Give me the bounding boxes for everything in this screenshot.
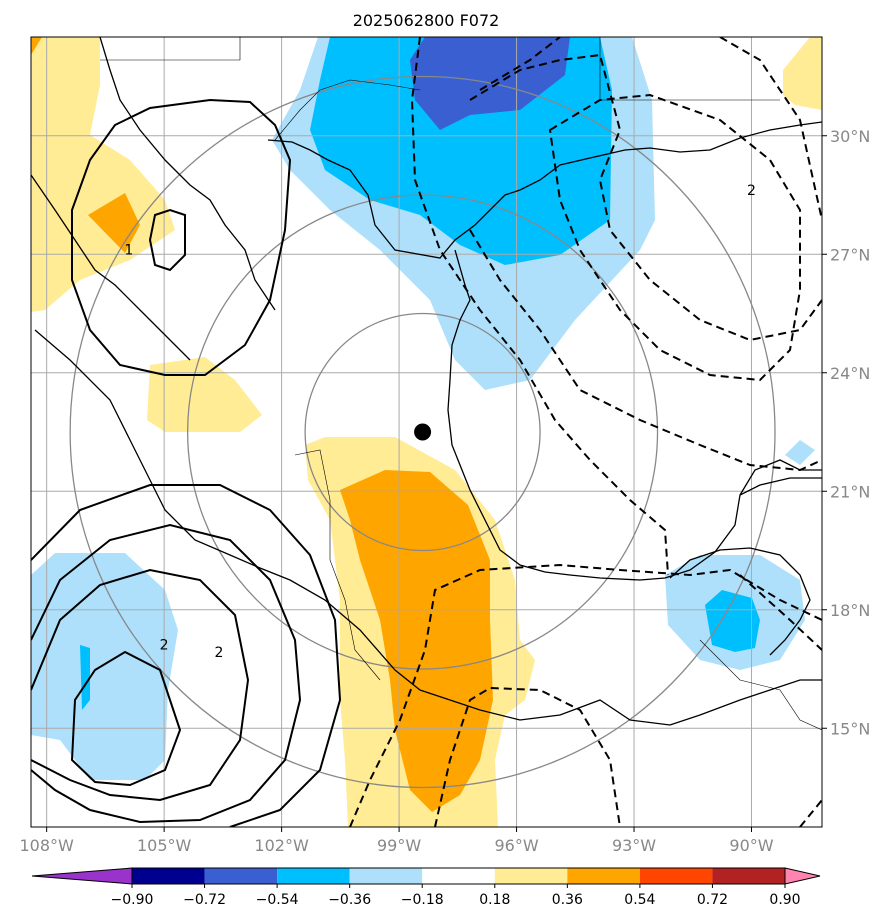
coastline-gulf-west	[447, 249, 822, 581]
plot-frame	[30, 36, 823, 828]
shade-sw-blue	[80, 645, 90, 710]
colorbar-tick-label: −0.90	[111, 892, 154, 908]
y-tick-label: 27°N	[830, 245, 870, 264]
colorbar-bin	[277, 868, 350, 884]
contour-dashed-1	[410, 37, 669, 576]
plot-area: 1 2 2 2	[31, 37, 822, 827]
shade-nw-yellow	[31, 37, 175, 312]
colorbar-extend-high	[784, 867, 821, 885]
colorbar-tick-label: 0.18	[479, 892, 510, 908]
contour-dashed-6	[469, 229, 822, 472]
contours	[31, 98, 342, 827]
x-tick-label: 105°W	[137, 836, 192, 855]
coastline-north-america	[267, 121, 822, 259]
colorbar-bin	[639, 868, 713, 884]
border-state-3	[294, 449, 381, 681]
contour-dashed-10	[739, 574, 822, 651]
shade-top-right-yellow	[783, 37, 822, 110]
contour-dashed-7	[349, 563, 822, 827]
colorbar-tick-label: 0.54	[624, 892, 655, 908]
colorbar-bin	[494, 868, 568, 884]
range-rings	[69, 75, 776, 789]
y-axis: 15°N 18°N 21°N 24°N 27°N 30°N	[822, 127, 870, 738]
colorbar-tick-label: 0.90	[769, 892, 800, 908]
contour-solid-sw-1	[31, 484, 342, 827]
border-state-4	[699, 639, 822, 731]
x-tick-label: 108°W	[19, 836, 74, 855]
x-tick-label: 93°W	[612, 836, 656, 855]
colorbar-tick-label: −0.18	[401, 892, 444, 908]
colorbar-tick-label: −0.36	[328, 892, 371, 908]
center-marker	[414, 423, 432, 441]
y-tick-label: 24°N	[830, 364, 870, 383]
colorbar: −0.90 −0.72 −0.54 −0.36 −0.18 0.18 0.36 0.54 0.7…	[31, 867, 821, 908]
y-tick-label: 30°N	[830, 127, 870, 146]
coastline-baja	[99, 37, 276, 311]
border-state-1	[100, 37, 241, 61]
colorbar-tick-label: −0.54	[256, 892, 299, 908]
shade-top-left-orange	[31, 37, 42, 55]
contour-label: 2	[214, 645, 223, 661]
colorbar-tick-label: 0.72	[697, 892, 728, 908]
contour-dashed-2	[479, 37, 561, 91]
x-tick-label: 102°W	[254, 836, 309, 855]
x-tick-label: 90°W	[729, 836, 773, 855]
shade-ne-light-blue	[785, 440, 815, 465]
contour-label: 2	[747, 183, 756, 199]
contour-dashed-9	[799, 799, 822, 827]
y-tick-label: 15°N	[830, 719, 870, 738]
range-ring	[186, 194, 659, 670]
colorbar-bin	[712, 868, 785, 884]
contour-dashed-5	[719, 37, 822, 221]
coastline-caribbean	[739, 459, 822, 496]
gridlines	[31, 37, 822, 827]
shade-east-blue	[705, 590, 760, 652]
contour-solid-sw-4	[70, 650, 182, 787]
y-tick-label: 18°N	[830, 601, 870, 620]
contour-solid-sw-3	[31, 568, 250, 802]
range-ring	[304, 312, 541, 552]
contour-label: 1	[124, 242, 133, 258]
y-tick-label: 21°N	[830, 482, 870, 501]
contour-solid-sw-2	[31, 523, 302, 824]
colorbar-bin	[349, 868, 423, 884]
colorbar-extend-low	[31, 867, 133, 885]
colorbar-bin	[132, 868, 205, 884]
x-tick-label: 96°W	[494, 836, 538, 855]
contour-dashed-3	[469, 53, 822, 342]
colorbar-bin	[204, 868, 278, 884]
contour-dashed-8	[434, 686, 621, 827]
contour-solid-nw-1	[71, 98, 292, 376]
x-axis: 108°W 105°W 102°W 99°W 96°W 93°W 90°W	[19, 827, 774, 855]
contour-label-layer: 1 2 2 2	[124, 183, 756, 661]
contour-label: 2	[160, 637, 169, 653]
colorbar-bin	[422, 868, 495, 884]
shading-layer	[31, 37, 822, 827]
dashed-contours	[349, 37, 822, 827]
shade-central-orange	[340, 470, 493, 812]
coastline-baja-west	[31, 174, 191, 361]
colorbar-frame	[131, 867, 786, 885]
range-ring	[69, 75, 776, 789]
border-us-mexico	[274, 79, 421, 141]
colorbar-tick-label: 0.36	[552, 892, 583, 908]
chart-title: 2025062800 F072	[353, 11, 500, 30]
contour-dashed-4	[548, 93, 801, 382]
x-tick-label: 99°W	[377, 836, 421, 855]
coastline-yucatan	[669, 547, 811, 656]
contour-solid-nw-inner	[148, 208, 186, 272]
colorbar-tick-label: −0.72	[183, 892, 226, 908]
colorbar-bin	[567, 868, 640, 884]
